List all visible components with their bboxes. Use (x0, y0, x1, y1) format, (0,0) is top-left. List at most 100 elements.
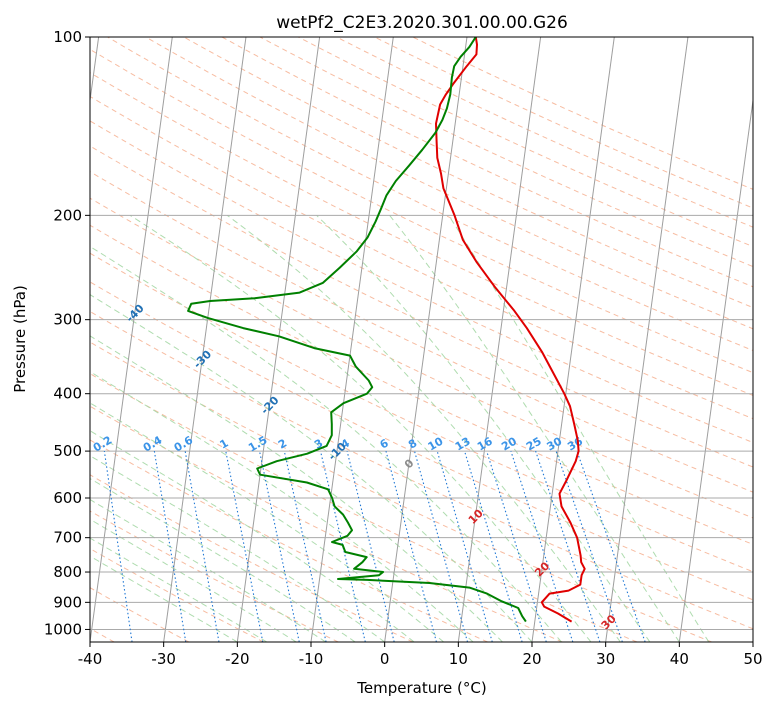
y-tick-label: 400 (53, 385, 82, 403)
isotherm (457, 37, 542, 642)
dry-adiabat (90, 95, 753, 420)
dry-adiabat (90, 72, 753, 396)
x-tick-label: 40 (670, 650, 689, 668)
x-axis: -40 -30 -20 -10 0 10 20 30 40 50 (78, 642, 763, 668)
mixing-ratio-line (258, 450, 300, 642)
mixing-ratio-line (510, 450, 574, 642)
moist-adiabat (90, 477, 356, 642)
dry-adiabat (90, 145, 753, 468)
moist-adiabat (90, 537, 268, 642)
mixing-ratio-line (436, 450, 493, 642)
isotherm (163, 37, 247, 642)
moist-adiabat (90, 498, 326, 642)
dry-adiabat (183, 37, 753, 309)
isotherm (531, 37, 615, 642)
dry-adiabat (90, 341, 712, 642)
x-tick-label: -40 (78, 650, 103, 668)
isotherm-label: -50 (56, 256, 79, 279)
moist-adiabat (90, 430, 415, 642)
moist-adiabat (316, 214, 651, 642)
dry-adiabat (90, 48, 753, 374)
mixing-ratio-line (464, 450, 523, 642)
mixing-ratio-line (184, 451, 220, 642)
moist-adiabat (90, 245, 562, 642)
moist-adiabat (90, 335, 503, 642)
mixing-ratio-label: 1 (217, 437, 230, 452)
dry-adiabat (298, 37, 753, 248)
temperature-line (435, 37, 586, 623)
dry-adiabat (90, 310, 753, 630)
mixing-ratio-line (486, 450, 547, 642)
moist-adiabat (90, 555, 238, 642)
moist-adiabat (90, 402, 444, 642)
moist-adiabat (226, 214, 621, 642)
moist-adiabat (389, 214, 680, 642)
plot-frame (89, 36, 754, 643)
x-axis-title: Temperature (°C) (356, 679, 486, 697)
dry-adiabat (90, 197, 753, 519)
moist-adiabat (448, 215, 710, 642)
mixing-ratio-line (385, 450, 437, 642)
x-tick-label: -10 (299, 650, 324, 668)
isotherm-label: 20 (532, 559, 552, 579)
mixing-ratio-line (153, 451, 187, 642)
mixing-ratio-line (319, 450, 366, 642)
isotherm (310, 37, 394, 642)
moist-adiabat (90, 370, 474, 642)
isotherm (384, 37, 468, 642)
dry-adiabat (90, 120, 753, 444)
mixing-ratio-line (535, 450, 601, 642)
isotherm (236, 37, 321, 642)
x-tick-label: -30 (151, 650, 176, 668)
mixing-ratio-line (346, 450, 395, 642)
x-tick-label: -20 (225, 650, 250, 668)
x-tick-label: 30 (596, 650, 615, 668)
dewpoint-line (187, 37, 527, 623)
y-tick-label: 1000 (44, 620, 82, 638)
mixing-ratio-line (555, 450, 623, 642)
dry-adiabat (90, 281, 753, 601)
isotherm (605, 37, 689, 642)
dry-adiabat (90, 405, 563, 642)
x-tick-label: 10 (449, 650, 468, 668)
dry-adiabat (90, 224, 753, 545)
x-tick-label: 20 (522, 650, 541, 668)
isotherm-label: -40 (123, 302, 146, 325)
x-tick-label: 50 (743, 650, 762, 668)
isotherm (678, 96, 753, 642)
x-tick-label: 0 (380, 650, 390, 668)
background-labels: 0.10.20.40.611.52346810131620253036-100-… (0, 210, 619, 633)
moist-adiabat (129, 214, 592, 642)
isotherm-label: -20 (258, 394, 281, 417)
y-axis: 100 200 300 400 500 600 700 800 900 1000 (44, 28, 90, 638)
y-tick-label: 100 (53, 28, 82, 46)
mixing-ratio-line (283, 450, 327, 642)
isotherm (90, 37, 173, 642)
y-axis-title: Pressure (hPa) (11, 285, 29, 393)
mixing-ratio-line (103, 451, 133, 642)
dry-adiabat (107, 37, 753, 352)
dry-adiabat (145, 37, 753, 330)
y-tick-label: 300 (53, 311, 82, 329)
y-tick-label: 600 (53, 489, 82, 507)
mixing-ratio-label: 8 (406, 437, 419, 452)
y-tick-label: 500 (53, 442, 82, 460)
mixing-ratio-label: 6 (378, 436, 391, 451)
dry-adiabat (90, 474, 414, 642)
isotherm-label: -60 (0, 210, 12, 233)
moist-adiabat (90, 294, 533, 642)
isotherm-label: 10 (466, 507, 486, 527)
dry-adiabat (90, 548, 264, 642)
dry-adiabat (336, 37, 753, 228)
y-tick-label: 200 (53, 206, 82, 224)
y-tick-label: 800 (53, 563, 82, 581)
moist-adiabat (90, 518, 297, 642)
mixing-ratio-line (413, 450, 469, 642)
isotherm (752, 638, 753, 642)
dry-adiabat (90, 510, 339, 642)
chart-title: wetPf2_C2E3.2020.301.00.00.G26 (276, 13, 568, 33)
moist-adiabat (90, 455, 385, 642)
profile-traces (187, 37, 586, 623)
isotherm-label: -30 (191, 348, 214, 371)
